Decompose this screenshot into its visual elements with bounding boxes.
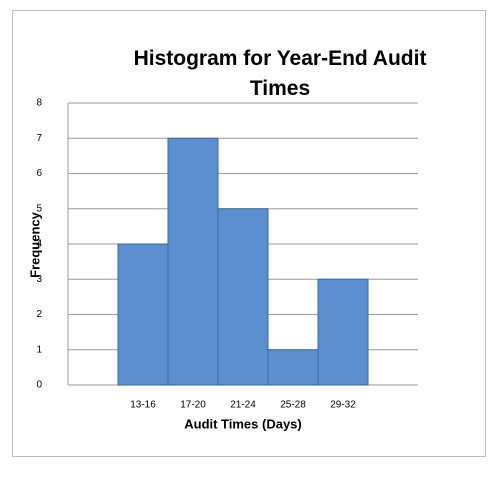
- x-axis-title: Audit Times (Days): [184, 416, 302, 431]
- bar: [167, 137, 219, 386]
- y-tick-label: 1: [36, 344, 42, 355]
- y-tick-label: 0: [36, 380, 42, 391]
- y-tick-label: 5: [36, 203, 42, 214]
- x-tick-label: 21-24: [230, 400, 256, 411]
- y-tick-label: 3: [36, 274, 42, 285]
- y-tick-label: 4: [36, 239, 42, 250]
- bar: [267, 349, 319, 386]
- x-tick-label: 25-28: [280, 400, 306, 411]
- chart-title: Histogram for Year-End Audit Times: [133, 47, 427, 100]
- x-tick-label: 13-16: [130, 400, 156, 411]
- y-tick-label: 8: [36, 98, 42, 109]
- bar: [117, 243, 169, 386]
- y-tick-label: 6: [36, 168, 42, 179]
- bar: [317, 278, 369, 386]
- x-tick-label: 29-32: [330, 400, 356, 411]
- y-tick-label: 7: [36, 133, 42, 144]
- x-tick-label: 17-20: [180, 400, 206, 411]
- bar: [217, 208, 269, 386]
- y-tick-label: 2: [36, 309, 42, 320]
- y-axis-title: Frequency: [27, 211, 42, 278]
- chart-frame: [12, 10, 486, 457]
